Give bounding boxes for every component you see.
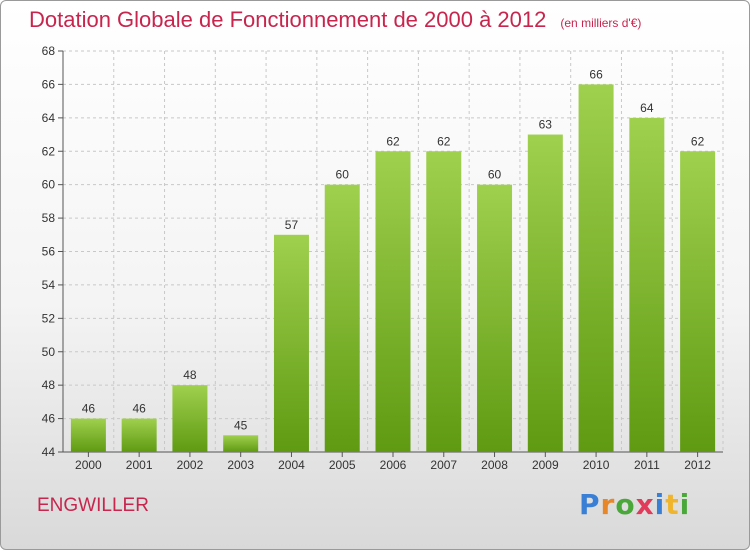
bars: [70, 84, 716, 453]
y-tick-label: 56: [42, 245, 56, 259]
bar-2008: [477, 184, 513, 452]
x-tick-label: 2010: [583, 458, 610, 472]
y-tick-label: 68: [42, 44, 56, 58]
data-label-2003: 45: [234, 418, 248, 432]
place-name: ENGWILLER: [37, 495, 149, 516]
x-tick-label: 2002: [177, 458, 204, 472]
logo-letter: x: [635, 488, 655, 521]
logo-letter: i: [654, 488, 666, 521]
x-tick-label: 2004: [278, 458, 305, 472]
data-label-2011: 64: [640, 101, 654, 115]
data-label-2004: 57: [285, 218, 299, 232]
data-label-2002: 48: [183, 368, 197, 382]
y-tick-label: 46: [42, 412, 56, 426]
bar-2011: [629, 117, 665, 452]
x-tick-label: 2001: [126, 458, 153, 472]
logo-letter: i: [679, 488, 691, 521]
y-tick-label: 44: [42, 445, 56, 459]
logo-letter: t: [665, 488, 680, 521]
x-tick-label: 2012: [684, 458, 711, 472]
bar-2012: [680, 151, 716, 452]
y-tick-label: 64: [42, 111, 56, 125]
proxiti-logo[interactable]: Proxiti: [579, 488, 690, 521]
x-tick-label: 2003: [227, 458, 254, 472]
y-tick-label: 60: [42, 178, 56, 192]
y-tick-label: 62: [42, 144, 56, 158]
chart-title-text: Dotation Globale de Fonctionnement de 20…: [29, 7, 547, 32]
y-tick-label: 52: [42, 311, 56, 325]
bar-2003: [223, 435, 259, 452]
bar-2004: [273, 234, 309, 452]
logo-letter: o: [615, 488, 636, 521]
y-tick-label: 50: [42, 345, 56, 359]
x-tick-label: 2005: [329, 458, 356, 472]
data-label-2007: 62: [437, 134, 451, 148]
x-tick-label: 2007: [430, 458, 457, 472]
bar-2001: [121, 418, 157, 452]
bar-2006: [375, 151, 411, 452]
y-tick-label: 54: [42, 278, 56, 292]
x-tick-label: 2000: [75, 458, 102, 472]
data-label-2012: 62: [691, 134, 705, 148]
bar-2002: [172, 385, 208, 452]
bar-2000: [70, 418, 106, 452]
data-label-2006: 62: [386, 134, 400, 148]
bar-2009: [527, 134, 563, 452]
data-label-2005: 60: [336, 168, 350, 182]
y-tick-label: 48: [42, 378, 56, 392]
bar-2010: [578, 84, 614, 453]
logo-letter: P: [579, 488, 601, 521]
x-tick-label: 2009: [532, 458, 559, 472]
data-label-2000: 46: [82, 402, 96, 416]
x-tick-label: 2011: [634, 458, 660, 472]
logo-letter: r: [600, 488, 616, 521]
data-label-2010: 66: [589, 67, 603, 81]
bar-2005: [324, 184, 360, 452]
y-tick-label: 58: [42, 211, 56, 225]
data-label-2008: 60: [488, 168, 502, 182]
chart-subtitle: (en milliers d'€): [560, 16, 642, 30]
x-tick-label: 2008: [481, 458, 508, 472]
x-tick-label: 2006: [380, 458, 407, 472]
bar-2007: [426, 151, 462, 452]
y-tick-label: 66: [42, 77, 56, 91]
labels: 44 46 48 50 52 54 56 58 60 62 64 66 68 46 2000 46 2001 48…: [42, 44, 712, 472]
data-label-2001: 46: [132, 402, 146, 416]
data-label-2009: 63: [539, 118, 553, 132]
chart-title: Dotation Globale de Fonctionnement de 20…: [29, 7, 641, 33]
